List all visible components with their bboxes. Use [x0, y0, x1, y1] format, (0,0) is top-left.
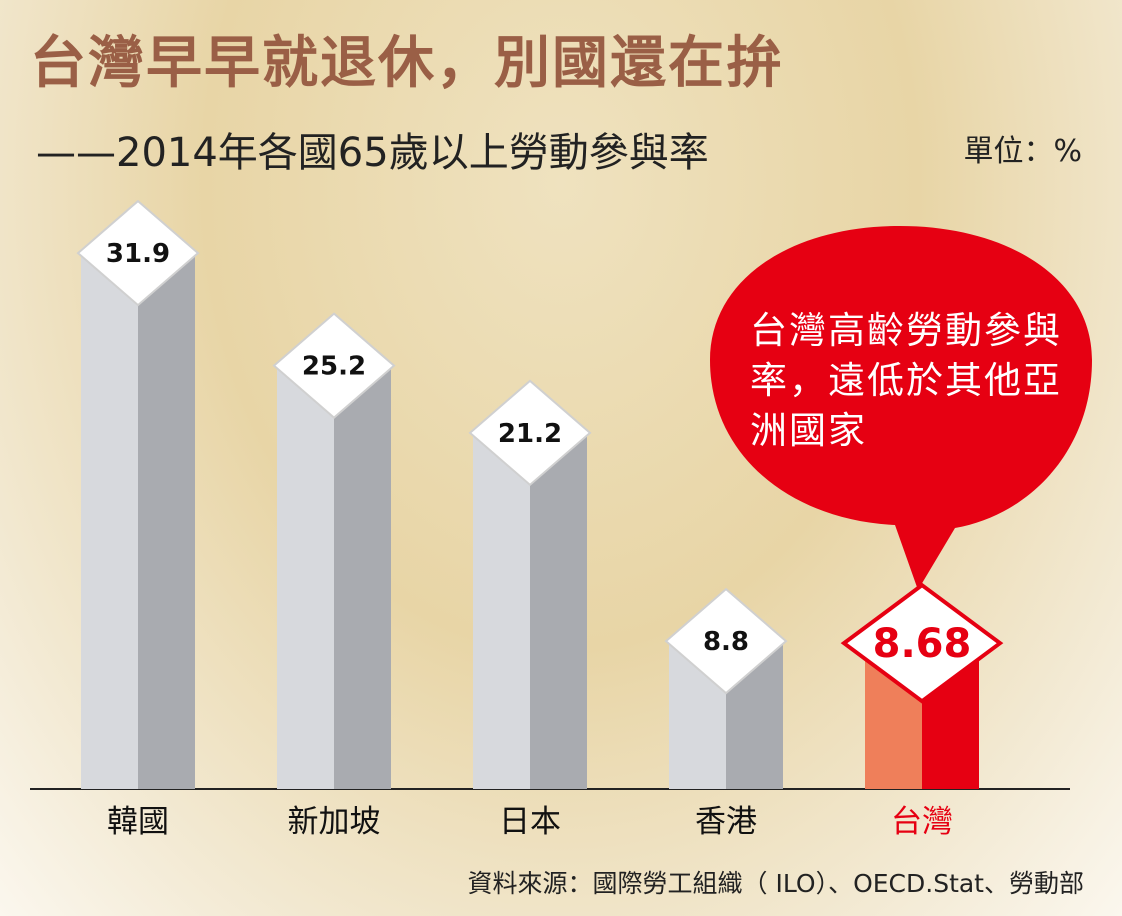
category-label: 日本: [499, 804, 561, 840]
callout-bubble: [710, 226, 1092, 590]
value-diamond: [840, 582, 1004, 704]
bar-韓國: 31.9 韓國: [76, 199, 200, 840]
value-diamond: [272, 312, 396, 419]
bar-台灣: 8.68 台灣: [840, 582, 1004, 840]
callout-text: 台灣高齡勞動參與率，遠低於其他亞洲國家: [750, 309, 1062, 452]
bar-香港: 8.8 香港: [664, 587, 788, 840]
bar-left-face: [81, 253, 138, 789]
category-label: 台灣: [891, 804, 953, 840]
value-diamond: [76, 199, 200, 307]
category-label: 新加坡: [288, 804, 381, 840]
value-label: 31.9: [106, 239, 170, 269]
bar-right-face: [138, 253, 195, 789]
bar-left-face: [473, 432, 530, 789]
bar-新加坡: 25.2 新加坡: [272, 312, 396, 840]
value-diamond: [664, 587, 788, 695]
value-label: 8.8: [703, 627, 749, 657]
bar-right-face: [530, 432, 587, 789]
chart-subtitle: ——2014年各國65歲以上勞動參與率: [36, 130, 709, 176]
value-label: 8.68: [873, 621, 972, 667]
bar-left-face: [277, 365, 334, 789]
source-note: 資料來源：國際勞工組織（ ILO）、OECD.Stat、勞動部: [467, 869, 1084, 898]
chart-title: 台灣早早就退休，別國還在拚: [30, 30, 784, 96]
category-label: 香港: [695, 804, 757, 840]
value-label: 21.2: [498, 419, 562, 449]
value-label: 25.2: [302, 352, 366, 382]
bar-日本: 21.2 日本: [468, 379, 592, 840]
category-label: 韓國: [107, 804, 169, 840]
value-diamond: [468, 379, 592, 487]
unit-label: 單位：%: [963, 134, 1082, 169]
bar-right-face: [334, 365, 391, 789]
